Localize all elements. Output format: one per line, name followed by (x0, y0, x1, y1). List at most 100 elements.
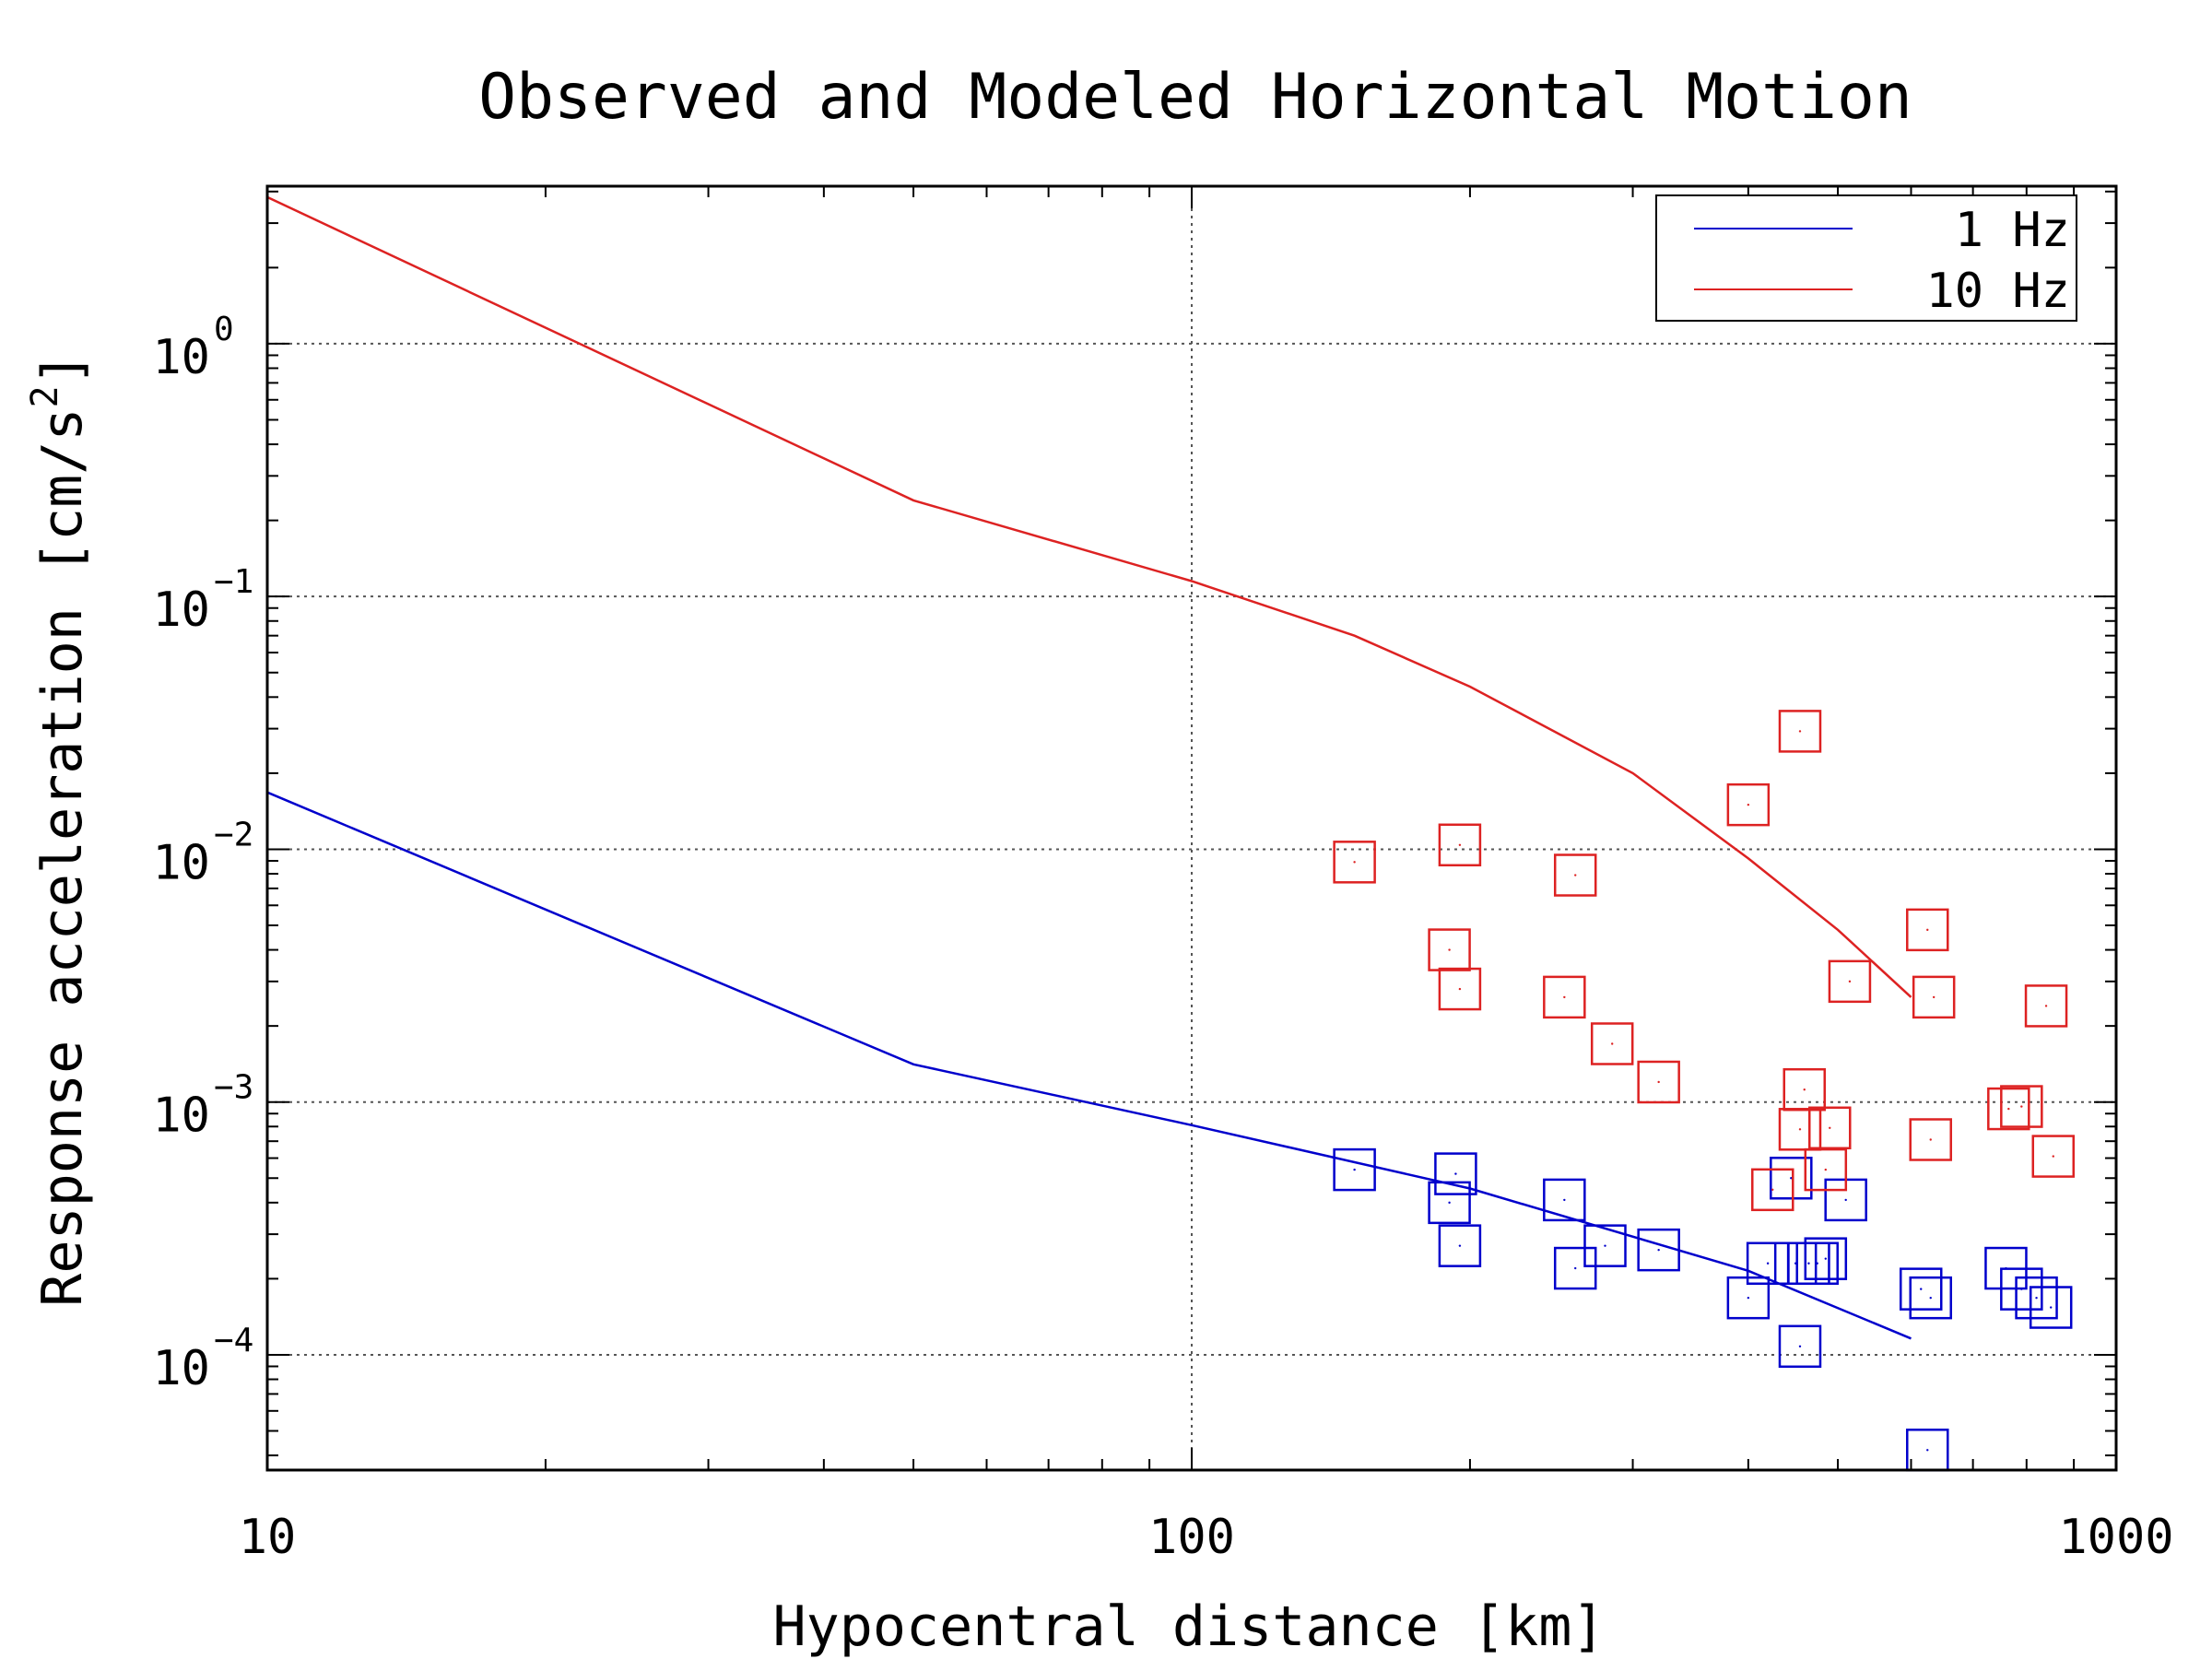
observed-point-10hz (1804, 1147, 1848, 1192)
observed-point-center-10hz (1926, 928, 1929, 932)
observed-point-center-10hz (2052, 1155, 2054, 1158)
observed-point-center-1hz (1824, 1257, 1827, 1260)
y-axis-label-main: Response acceleration [cm/s (30, 407, 95, 1306)
observed-point-1hz (1583, 1224, 1627, 1267)
observed-point-center-1hz (1816, 1262, 1818, 1265)
observed-point-10hz (1726, 782, 1771, 827)
y-tick-label: 10 (152, 330, 210, 385)
observed-point-center-1hz (1574, 1266, 1577, 1270)
observed-point-1hz (1804, 1237, 1848, 1280)
y-axis-label-end: ] (30, 352, 95, 385)
y-tick-label: 10 (152, 582, 210, 638)
observed-point-center-10hz (1458, 843, 1462, 846)
observed-point-center-10hz (1771, 1188, 1774, 1192)
observed-point-10hz (2000, 1085, 2043, 1128)
observed-point-center-1hz (1929, 1296, 1932, 1300)
y-tick-label-exponent: 0 (214, 311, 234, 348)
observed-point-center-1hz (1563, 1198, 1566, 1202)
observed-point-1hz (1434, 1152, 1477, 1195)
observed-point-10hz (1909, 1118, 1952, 1161)
observed-point-1hz (1637, 1228, 1680, 1272)
observed-point-center-10hz (1932, 995, 1936, 999)
y-tick-label-exponent: −2 (214, 816, 253, 853)
y-tick-label-exponent: −3 (214, 1069, 253, 1107)
observed-point-center-10hz (1803, 1088, 1806, 1091)
observed-point-center-1hz (1448, 1201, 1451, 1205)
observed-point-center-1hz (1747, 1296, 1750, 1300)
y-tick-label-exponent: −1 (214, 563, 253, 601)
x-tick-label: 1000 (2058, 1510, 2173, 1565)
observed-point-center-10hz (1458, 987, 1462, 991)
observed-point-1hz (1553, 1246, 1597, 1290)
observed-point-10hz (1783, 1067, 1826, 1112)
observed-point-10hz (1637, 1060, 1680, 1104)
observed-point-center-1hz (2035, 1296, 2038, 1300)
observed-point-center-10hz (1574, 874, 1577, 877)
observed-point-10hz (1808, 1106, 1852, 1150)
x-tick-label: 10 (239, 1510, 297, 1565)
observed-point-center-1hz (1458, 1244, 1462, 1247)
observed-point-1hz (1778, 1324, 1822, 1369)
observed-point-10hz (1751, 1168, 1794, 1212)
observed-point-1hz (1428, 1181, 1471, 1225)
observed-point-center-1hz (1798, 1345, 1802, 1347)
y-tick-label: 10 (152, 1341, 210, 1396)
legend-box (1655, 194, 2077, 322)
observed-point-1hz (2000, 1267, 2043, 1311)
x-axis-label: Hypocentral distance [km] (772, 1594, 1605, 1659)
observed-point-center-10hz (1563, 995, 1566, 999)
observed-point-1hz (1795, 1241, 1839, 1286)
observed-point-center-1hz (1454, 1172, 1457, 1175)
y-tick-label: 10 (152, 1088, 210, 1144)
observed-point-1hz (2015, 1276, 2058, 1320)
x-tick-labels: 10 100 1000 (239, 1510, 2174, 1565)
observed-point-10hz (1778, 710, 1822, 753)
observed-point-10hz (1590, 1022, 1634, 1065)
observed-point-10hz (1987, 1087, 2030, 1131)
observed-point-center-1hz (1807, 1262, 1810, 1265)
observed-point-center-10hz (2044, 1005, 2048, 1007)
observed-point-1hz (1909, 1276, 1952, 1320)
y-axis-label-sup: 2 (24, 385, 66, 407)
x-tick-label: 100 (1148, 1510, 1235, 1565)
y-axis-label: Response acceleration [cm/s2] (24, 352, 95, 1307)
observed-point-center-1hz (1353, 1168, 1356, 1171)
legend: 1 Hz 10 Hz (1655, 194, 2077, 322)
model-line-10hz (266, 195, 1912, 998)
observed-point-1hz (1770, 1157, 1813, 1200)
observed-point-1hz (1899, 1267, 1943, 1311)
observed-point-10hz (2031, 1135, 2076, 1178)
observed-point-10hz (1543, 975, 1586, 1019)
observed-point-center-10hz (1448, 948, 1451, 951)
y-tick-label-exponent: −4 (214, 1322, 253, 1359)
observed-point-10hz (2024, 984, 2068, 1028)
observed-point-center-10hz (1829, 1126, 1831, 1129)
observed-point-center-10hz (1824, 1168, 1827, 1171)
observed-point-10hz (1828, 959, 1872, 1004)
observed-point-center-1hz (1604, 1244, 1606, 1247)
observed-point-center-1hz (1926, 1449, 1929, 1452)
observed-point-center-10hz (1848, 980, 1852, 983)
observed-point-center-10hz (1747, 803, 1750, 806)
chart-title: Observed and Modeled Horizontal Motion (478, 61, 1912, 134)
observed-points (1333, 710, 2076, 1472)
legend-label-10hz: 10 Hz (1925, 264, 2070, 319)
observed-point-1hz (2029, 1286, 2073, 1329)
grid (267, 186, 2116, 1470)
observed-point-10hz (1906, 908, 1949, 952)
observed-point-1hz (1438, 1224, 1482, 1267)
observed-point-center-10hz (1353, 861, 1356, 864)
observed-point-10hz (1912, 975, 1956, 1019)
observed-point-center-10hz (1798, 1128, 1802, 1131)
observed-point-1hz (1543, 1178, 1586, 1222)
observed-point-center-1hz (1657, 1248, 1660, 1252)
observed-point-center-10hz (2007, 1107, 2010, 1111)
observed-point-center-1hz (1766, 1262, 1770, 1265)
observed-point-10hz (1553, 853, 1597, 897)
observed-point-center-10hz (1657, 1080, 1660, 1084)
observed-point-center-10hz (1798, 730, 1802, 733)
observed-point-center-1hz (2020, 1288, 2023, 1290)
observed-point-center-10hz (2020, 1105, 2023, 1108)
